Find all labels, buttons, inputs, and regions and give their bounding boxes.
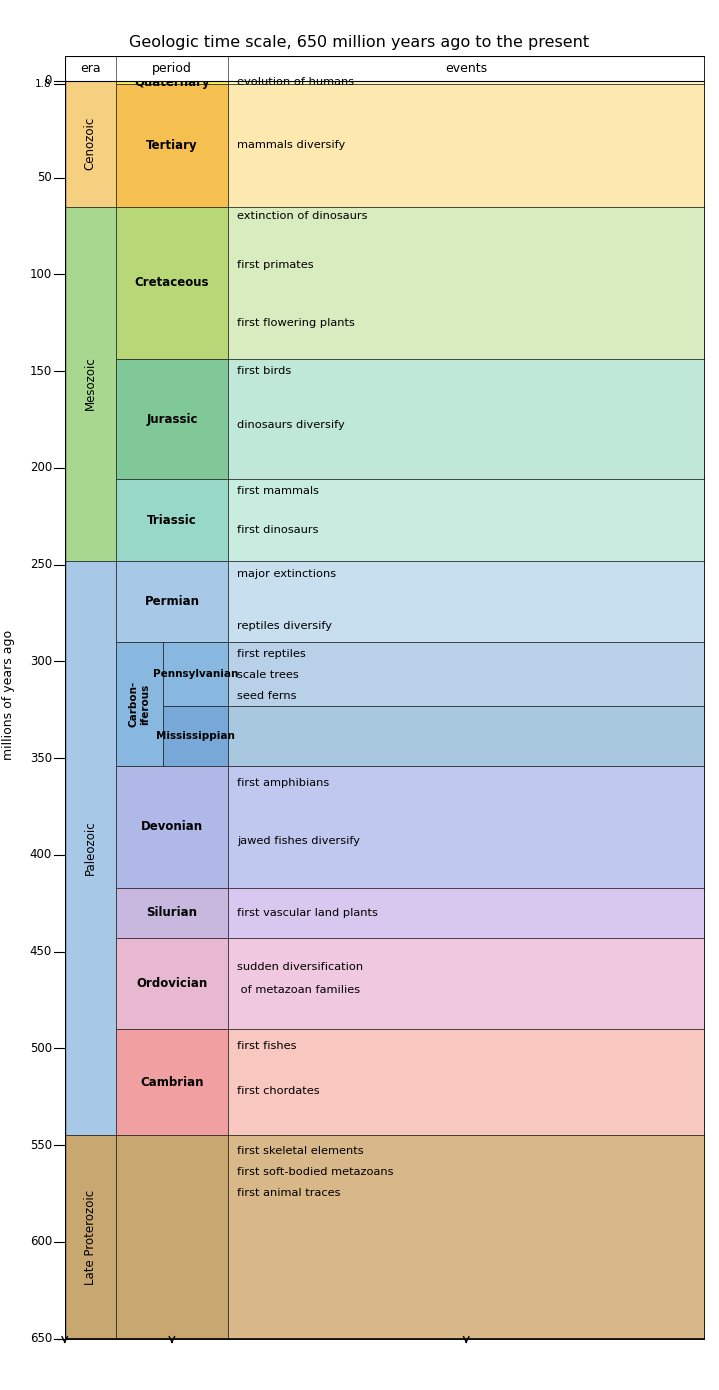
Text: first animal traces: first animal traces (237, 1188, 341, 1198)
Bar (228, 642, 705, 706)
Bar (65, 207, 116, 560)
Text: first flowering plants: first flowering plants (237, 318, 355, 328)
Text: 550: 550 (29, 1138, 52, 1151)
Text: reptiles diversify: reptiles diversify (237, 621, 332, 631)
Bar (116, 480, 228, 560)
Text: period: period (152, 61, 192, 75)
Text: Devonian: Devonian (141, 820, 203, 833)
Bar (116, 85, 228, 207)
Text: 1.8: 1.8 (35, 79, 52, 89)
Text: jawed fishes diversify: jawed fishes diversify (237, 837, 360, 847)
Bar (228, 706, 705, 766)
Text: 250: 250 (29, 557, 52, 571)
Text: Jurassic: Jurassic (146, 413, 198, 425)
Text: 450: 450 (29, 945, 52, 958)
Bar (116, 1029, 228, 1136)
Bar (116, 642, 163, 766)
Text: Permian: Permian (145, 595, 199, 607)
Bar (116, 560, 228, 642)
Text: first fishes: first fishes (237, 1041, 297, 1051)
Text: Triassic: Triassic (147, 513, 197, 527)
Text: Pennsylvanian: Pennsylvanian (152, 669, 238, 678)
Text: 100: 100 (29, 268, 52, 281)
Bar (163, 706, 228, 766)
Bar (228, 938, 705, 1029)
Text: first amphibians: first amphibians (237, 778, 330, 788)
Bar (228, 360, 705, 480)
Text: Geologic time scale, 650 million years ago to the present: Geologic time scale, 650 million years a… (129, 35, 590, 50)
Text: first dinosaurs: first dinosaurs (237, 524, 319, 535)
Text: 0: 0 (45, 74, 52, 88)
Bar (116, 888, 228, 938)
Text: of metazoan families: of metazoan families (237, 986, 361, 995)
Bar (65, 1136, 116, 1339)
Text: Carbon-
iferous: Carbon- iferous (129, 681, 150, 727)
Text: first birds: first birds (237, 366, 292, 377)
Text: Late Proterozoic: Late Proterozoic (84, 1190, 97, 1284)
Text: 350: 350 (29, 752, 52, 764)
Text: first mammals: first mammals (237, 486, 319, 496)
Bar (116, 207, 228, 360)
Text: 650: 650 (29, 1332, 52, 1346)
Bar (228, 888, 705, 938)
Bar (228, 85, 705, 207)
Text: Ordovician: Ordovician (137, 977, 208, 990)
Text: 400: 400 (29, 848, 52, 862)
Bar (228, 560, 705, 642)
Bar (116, 938, 228, 1029)
Text: millions of years ago: millions of years ago (2, 630, 15, 760)
Text: sudden diversification: sudden diversification (237, 962, 364, 972)
Text: Silurian: Silurian (147, 906, 198, 919)
Text: Paleozoic: Paleozoic (84, 820, 97, 876)
Bar (228, 81, 705, 85)
Text: era: era (80, 61, 101, 75)
Text: extinction of dinosaurs: extinction of dinosaurs (237, 211, 368, 221)
Bar (116, 360, 228, 480)
Text: first vascular land plants: first vascular land plants (237, 908, 378, 917)
Text: first soft-bodied metazoans: first soft-bodied metazoans (237, 1168, 394, 1177)
Text: evolution of humans: evolution of humans (237, 78, 354, 88)
Text: events: events (445, 61, 487, 75)
Text: first skeletal elements: first skeletal elements (237, 1145, 364, 1156)
Text: 300: 300 (29, 655, 52, 667)
Text: 200: 200 (29, 461, 52, 474)
Bar (65, 81, 116, 207)
Bar (65, 56, 705, 81)
Text: seed ferns: seed ferns (237, 691, 297, 701)
Bar (163, 642, 228, 706)
Text: major extinctions: major extinctions (237, 570, 336, 580)
Text: mammals diversify: mammals diversify (237, 139, 346, 150)
Text: 150: 150 (29, 364, 52, 378)
Bar (116, 1136, 228, 1339)
Text: Cenozoic: Cenozoic (84, 117, 97, 171)
Text: scale trees: scale trees (237, 670, 299, 680)
Bar (228, 1029, 705, 1136)
Text: 600: 600 (29, 1236, 52, 1248)
Text: Mississippian: Mississippian (156, 731, 235, 741)
Text: Quaternary: Quaternary (134, 76, 210, 89)
Bar (116, 766, 228, 888)
Text: Tertiary: Tertiary (146, 139, 198, 152)
Bar (228, 480, 705, 560)
Text: Cretaceous: Cretaceous (134, 277, 209, 289)
Text: first primates: first primates (237, 260, 314, 270)
Text: dinosaurs diversify: dinosaurs diversify (237, 420, 345, 431)
Bar (228, 766, 705, 888)
Bar (116, 81, 228, 85)
Text: 50: 50 (37, 171, 52, 183)
Bar (228, 1136, 705, 1339)
Text: Cambrian: Cambrian (140, 1076, 203, 1088)
Bar (65, 560, 116, 1136)
Text: first chordates: first chordates (237, 1086, 320, 1095)
Text: Mesozoic: Mesozoic (84, 357, 97, 410)
Text: 500: 500 (29, 1042, 52, 1055)
Bar (228, 207, 705, 360)
Text: first reptiles: first reptiles (237, 649, 306, 659)
